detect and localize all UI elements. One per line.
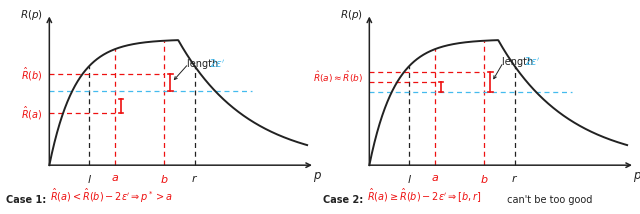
Text: $R(p)$: $R(p)$ <box>340 8 363 22</box>
Text: $p$: $p$ <box>313 169 322 184</box>
Text: $\hat{R}(b)$: $\hat{R}(b)$ <box>21 65 43 83</box>
Text: can't be too good: can't be too good <box>504 195 593 205</box>
Text: $l$: $l$ <box>407 173 412 185</box>
Text: $b$: $b$ <box>480 173 488 185</box>
Text: $r$: $r$ <box>191 173 198 184</box>
Text: length: length <box>188 59 221 69</box>
Text: length: length <box>502 57 536 67</box>
Text: Case 2:: Case 2: <box>323 195 367 205</box>
Text: $p$: $p$ <box>633 169 640 184</box>
Text: $\hat{R}(a) \approx \hat{R}(b)$: $\hat{R}(a) \approx \hat{R}(b)$ <box>313 70 363 85</box>
Text: Case 1:: Case 1: <box>6 195 50 205</box>
Text: $\hat{R}(a)$: $\hat{R}(a)$ <box>21 104 43 122</box>
Text: $a$: $a$ <box>111 173 119 183</box>
Text: $b$: $b$ <box>160 173 168 185</box>
Text: $\hat{R}(a) < \hat{R}(b) - 2\epsilon' \Rightarrow p^* > a$: $\hat{R}(a) < \hat{R}(b) - 2\epsilon' \R… <box>50 187 173 205</box>
Text: $\hat{R}(a) \geq \hat{R}(b) - 2\epsilon' \Rightarrow [b,r]$: $\hat{R}(a) \geq \hat{R}(b) - 2\epsilon'… <box>367 187 482 205</box>
Text: $2\epsilon'$: $2\epsilon'$ <box>524 56 541 68</box>
Text: $r$: $r$ <box>511 173 518 184</box>
Text: $R(p)$: $R(p)$ <box>20 8 43 22</box>
Text: $a$: $a$ <box>431 173 439 183</box>
Text: $l$: $l$ <box>87 173 92 185</box>
Text: $2\epsilon'$: $2\epsilon'$ <box>209 58 226 70</box>
